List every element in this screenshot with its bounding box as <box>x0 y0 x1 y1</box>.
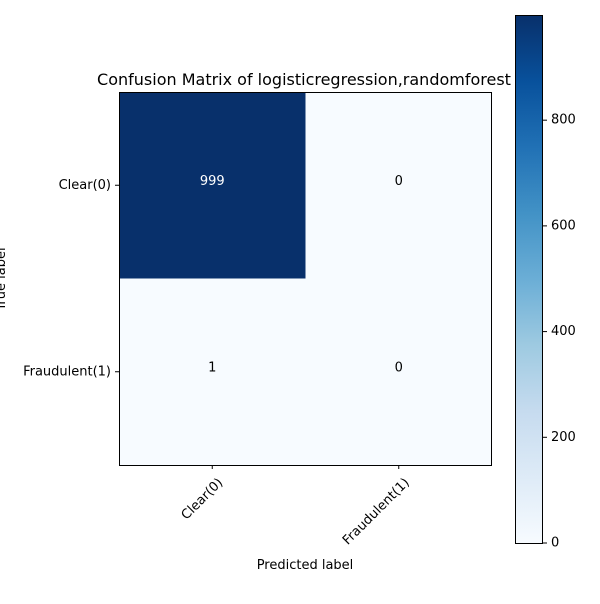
plot-frame <box>119 92 492 466</box>
y-axis-ticks: Clear(0) Fraudulent(1) <box>23 178 119 379</box>
heatmap-cell-r0-c1 <box>305 92 493 279</box>
x-axis-label: Predicted label <box>257 558 354 573</box>
x-axis-ticks: Clear(0) Fraudulent(1) <box>179 465 413 548</box>
heatmap-cell-r1-c1 <box>305 278 493 466</box>
cell-label-r1-c0: 1 <box>208 360 216 375</box>
colorbar-tick-label-1: 200 <box>551 430 576 445</box>
colorbar-tick-label-3: 600 <box>551 218 576 233</box>
heatmap-cell-labels: 999 0 1 0 <box>200 174 403 376</box>
y-tick-label-1: Fraudulent(1) <box>23 364 111 379</box>
heatmap-cell-r0-c0 <box>119 92 306 279</box>
cell-label-r1-c1: 0 <box>395 360 403 375</box>
x-tick-label-0: Clear(0) <box>179 475 227 523</box>
heatmap-cells <box>119 92 493 466</box>
colorbar-ticks: 0 200 400 600 800 <box>543 113 576 551</box>
colorbar-tick-label-4: 800 <box>551 113 576 128</box>
colorbar-tick-label-2: 400 <box>551 324 576 339</box>
heatmap-cell-r1-c0 <box>119 278 306 466</box>
cell-label-r0-c0: 999 <box>200 174 225 189</box>
cell-label-r0-c1: 0 <box>395 174 403 189</box>
y-axis-label: True label <box>0 247 9 311</box>
colorbar-tick-label-0: 0 <box>551 536 559 551</box>
colorbar <box>515 15 543 544</box>
x-tick-label-1: Fraudulent(1) <box>340 475 413 548</box>
y-tick-label-0: Clear(0) <box>59 178 111 193</box>
chart-title: Confusion Matrix of logisticregression,r… <box>97 70 511 89</box>
